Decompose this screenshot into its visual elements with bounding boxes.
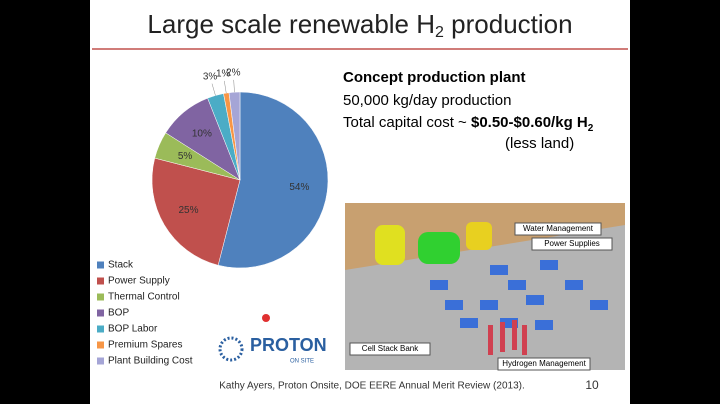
h2-vessels <box>488 320 527 355</box>
legend-swatch <box>97 357 104 365</box>
legend-label: BOP Labor <box>108 324 158 335</box>
text-line: 50,000 kg/day production <box>343 92 511 109</box>
legend-label: Power Supply <box>108 276 170 287</box>
leader-line <box>211 83 216 96</box>
logo-subtext: ON SITE <box>290 359 314 365</box>
power-blocks <box>430 260 608 330</box>
cost-line: Total capital cost ~ $0.50-$0.60/kg H2 <box>343 114 594 134</box>
text-line: (less land) <box>505 135 574 152</box>
legend-label: Thermal Control <box>108 292 180 303</box>
data-label: 3% <box>203 72 218 83</box>
image-callout <box>531 237 613 251</box>
title-text: production <box>444 9 573 39</box>
pie-slice <box>217 91 329 269</box>
data-label: 2% <box>226 67 241 78</box>
cost-text: Total capital cost ~ <box>343 114 471 131</box>
data-label: 10% <box>192 129 212 140</box>
callout-text: Cell Stack Bank <box>362 344 419 353</box>
data-label: 5% <box>178 151 193 162</box>
logo-mark <box>218 336 244 362</box>
tank <box>418 232 460 264</box>
callout-text: Power Supplies <box>544 239 600 248</box>
leader-line <box>233 79 235 93</box>
cost-subscript: 2 <box>588 123 594 134</box>
callout-text: Water Management <box>523 224 594 233</box>
legend-swatch <box>97 325 104 333</box>
logo-text: PROTON <box>250 335 327 355</box>
tank <box>466 222 492 250</box>
plant-image: Water Management Power Supplies Cell Sta… <box>345 203 625 371</box>
pie-slice <box>151 157 241 266</box>
pie-slice <box>228 91 241 181</box>
title-text: Large scale renewable H <box>147 9 435 39</box>
data-label: 1% <box>216 69 231 80</box>
legend-swatch <box>97 293 104 301</box>
leader-line <box>224 80 227 94</box>
cost-value: $0.50-$0.60/kg H <box>471 114 588 131</box>
data-label: 54% <box>289 182 309 193</box>
footer: Kathy Ayers, Proton Onsite, DOE EERE Ann… <box>219 381 525 392</box>
legend-swatch <box>97 277 104 285</box>
legend-swatch <box>97 261 104 269</box>
page-number: 10 <box>585 378 599 392</box>
image-callout <box>497 357 591 371</box>
legend-label: Premium Spares <box>108 340 182 351</box>
legend-swatch <box>97 341 104 349</box>
callout-text: Hydrogen Management <box>502 359 586 368</box>
legend-label: Stack <box>108 260 134 271</box>
pointer <box>262 314 270 322</box>
heading: Concept production plant <box>343 69 525 86</box>
legend-label: Plant Building Cost <box>108 356 193 367</box>
image-callout <box>349 342 431 356</box>
logo: PROTON ON SITE <box>218 335 327 365</box>
data-label: 25% <box>178 205 198 216</box>
slide-title: Large scale renewable H2 production <box>147 9 572 41</box>
tank <box>375 225 405 265</box>
legend-swatch <box>97 309 104 317</box>
legend-label: BOP <box>108 308 129 319</box>
image-callout <box>514 222 602 236</box>
title-subscript: 2 <box>435 24 444 41</box>
